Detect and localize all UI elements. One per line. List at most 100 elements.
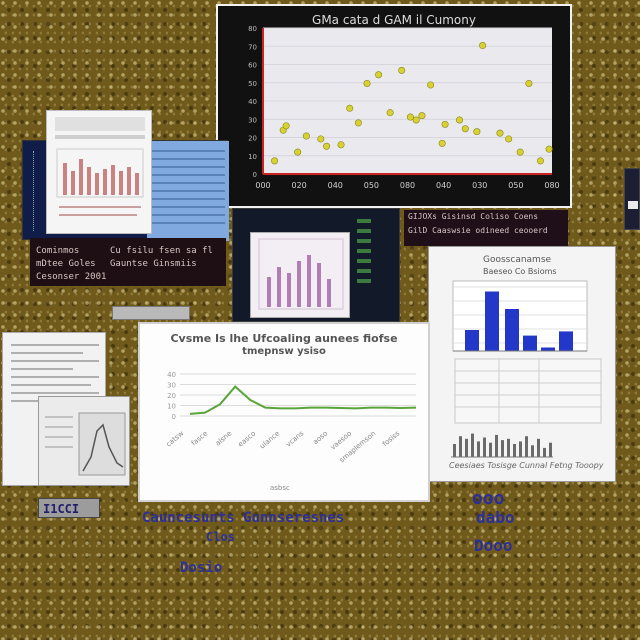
document-page xyxy=(46,110,152,234)
scatter-point xyxy=(438,139,446,147)
histogram-bar xyxy=(477,441,480,457)
scatter-point xyxy=(479,42,487,50)
histogram-bar xyxy=(483,437,486,457)
dark-info-panel-left: Cominmos Cu fsilu fsen sa fl mDtee Goles… xyxy=(30,238,226,286)
histogram-bar xyxy=(459,436,462,457)
scatter-point xyxy=(282,122,290,130)
bottom-right-caption-2: dabo xyxy=(476,508,515,527)
scatter-x-tick: 040 xyxy=(436,181,451,190)
scatter-point xyxy=(375,71,383,79)
scatter-point xyxy=(363,79,371,87)
histogram-bar xyxy=(519,441,522,457)
dark-left-r2c1: mDtee Goles xyxy=(36,259,96,269)
scatter-y-tick: 20 xyxy=(248,135,257,143)
scatter-point xyxy=(386,109,394,117)
line-chart-subtitle: tmepnsw ysiso xyxy=(242,346,326,357)
dark-right-row2: GilD Caaswsie odineed ceooerd xyxy=(408,226,548,235)
scatter-x-tick: 050 xyxy=(364,181,379,190)
bottom-badge-text: I1CCI xyxy=(43,502,80,516)
dark-left-r2c2: Gauntse Ginsmiis xyxy=(110,259,197,269)
line-x-tick: vcans xyxy=(285,429,306,448)
scatter-y-tick: 70 xyxy=(248,43,257,51)
scatter-point xyxy=(294,148,302,156)
histogram-bar xyxy=(537,438,540,457)
scatter-y-tick: 10 xyxy=(248,153,257,161)
dark-left-r3c1: Cesonser 2001 xyxy=(36,272,107,282)
scatter-point xyxy=(412,116,420,124)
scatter-point xyxy=(496,129,504,137)
scatter-point xyxy=(317,135,325,143)
scatter-y-tick: 50 xyxy=(248,80,257,88)
line-x-tick: catsw xyxy=(165,429,186,448)
scatter-point xyxy=(302,132,310,140)
small-grey-tab[interactable] xyxy=(112,306,190,320)
scatter-x-tick: 030 xyxy=(472,181,487,190)
line-y-tick: 40 xyxy=(167,371,176,379)
line-y-tick: 0 xyxy=(172,413,176,421)
histogram-bar xyxy=(465,438,468,457)
scatter-point xyxy=(354,119,362,127)
bottom-left-caption-1: Cauncesunts Gunnseresnes xyxy=(142,510,345,526)
scatter-point xyxy=(461,125,469,133)
scatter-point xyxy=(516,148,524,156)
middle-mini-chart-card xyxy=(250,232,350,318)
histogram-bar xyxy=(471,433,474,457)
bottom-badge: I1CCI xyxy=(38,498,100,518)
scatter-point xyxy=(473,128,481,136)
scatter-point xyxy=(337,141,345,149)
histogram-bar xyxy=(495,434,498,457)
scatter-y-tick: 80 xyxy=(248,25,257,33)
bottom-right-caption-3: Dooo xyxy=(474,536,513,555)
histogram-bar xyxy=(501,440,504,457)
histogram-bar xyxy=(531,445,534,457)
middle-mini-bars xyxy=(258,238,344,310)
scatter-point xyxy=(545,145,553,153)
bottom-left-caption-3: Dosio xyxy=(180,560,223,576)
histogram-bar xyxy=(453,444,456,457)
scatter-y-tick: 30 xyxy=(248,116,257,124)
scatter-x-tick: 020 xyxy=(291,181,306,190)
bottom-left-caption-2: Clos xyxy=(206,530,235,544)
scatter-point xyxy=(418,112,426,120)
scatter-x-tick: 080 xyxy=(544,181,559,190)
line-series xyxy=(189,385,417,415)
line-x-tick: easco xyxy=(237,429,258,448)
histogram-bar xyxy=(489,442,492,457)
scatter-point xyxy=(323,142,331,150)
scatter-chart-panel: GMa cata d GAM il Cumony 80 70 60 50 40 30 20 1… xyxy=(216,4,572,208)
scatter-point xyxy=(346,104,354,112)
line-chart-title: Cvsme Is lhe Ufcoaling aunees fiofse xyxy=(170,332,398,345)
scatter-point xyxy=(271,157,279,165)
bar-chart-panel: Goosscanamse Baeseo Co Bsioms Ceesiaes T… xyxy=(428,246,616,482)
scatter-point xyxy=(525,79,533,87)
bar-panel-subtitle: Baeseo Co Bsioms xyxy=(483,267,557,276)
scatter-point xyxy=(427,81,435,89)
scatter-point xyxy=(441,120,449,128)
line-x-tick: alsne xyxy=(214,429,233,447)
dark-left-r1c1: Cominmos xyxy=(36,246,80,256)
printout-page-2 xyxy=(38,396,130,486)
scatter-x-tick: 000 xyxy=(255,181,270,190)
histogram-bar xyxy=(549,442,552,457)
scatter-point xyxy=(406,113,414,121)
scatter-x-tick: 080 xyxy=(400,181,415,190)
bottom-right-caption-1: ooo xyxy=(472,488,505,509)
printout-curve xyxy=(45,412,126,476)
scatter-y-tick: 40 xyxy=(248,98,257,106)
dark-info-panel-right: GIJOXs Gisinsd Coliso Coens GilD Caaswsi… xyxy=(404,210,568,246)
document-mini-chart xyxy=(56,148,144,216)
histogram-bar xyxy=(513,444,516,457)
line-x-tick: ulance xyxy=(258,429,281,450)
edge-window-fragment xyxy=(624,168,640,230)
bar xyxy=(485,291,499,351)
histogram-bar xyxy=(525,436,528,457)
bar xyxy=(523,335,537,351)
scatter-point xyxy=(536,157,544,165)
bar xyxy=(559,331,573,351)
line-y-tick: 30 xyxy=(167,382,176,390)
dark-left-r1c2: Cu fsilu fsen sa fl xyxy=(110,246,213,256)
line-x-tick: fasce xyxy=(190,429,209,447)
scatter-y-tick: 60 xyxy=(248,62,257,70)
line-x-tick: aoso xyxy=(311,429,329,446)
scatter-plot: 80 70 60 50 40 30 20 10 0 000 020 040 050 080 040 030 0… xyxy=(248,25,560,190)
